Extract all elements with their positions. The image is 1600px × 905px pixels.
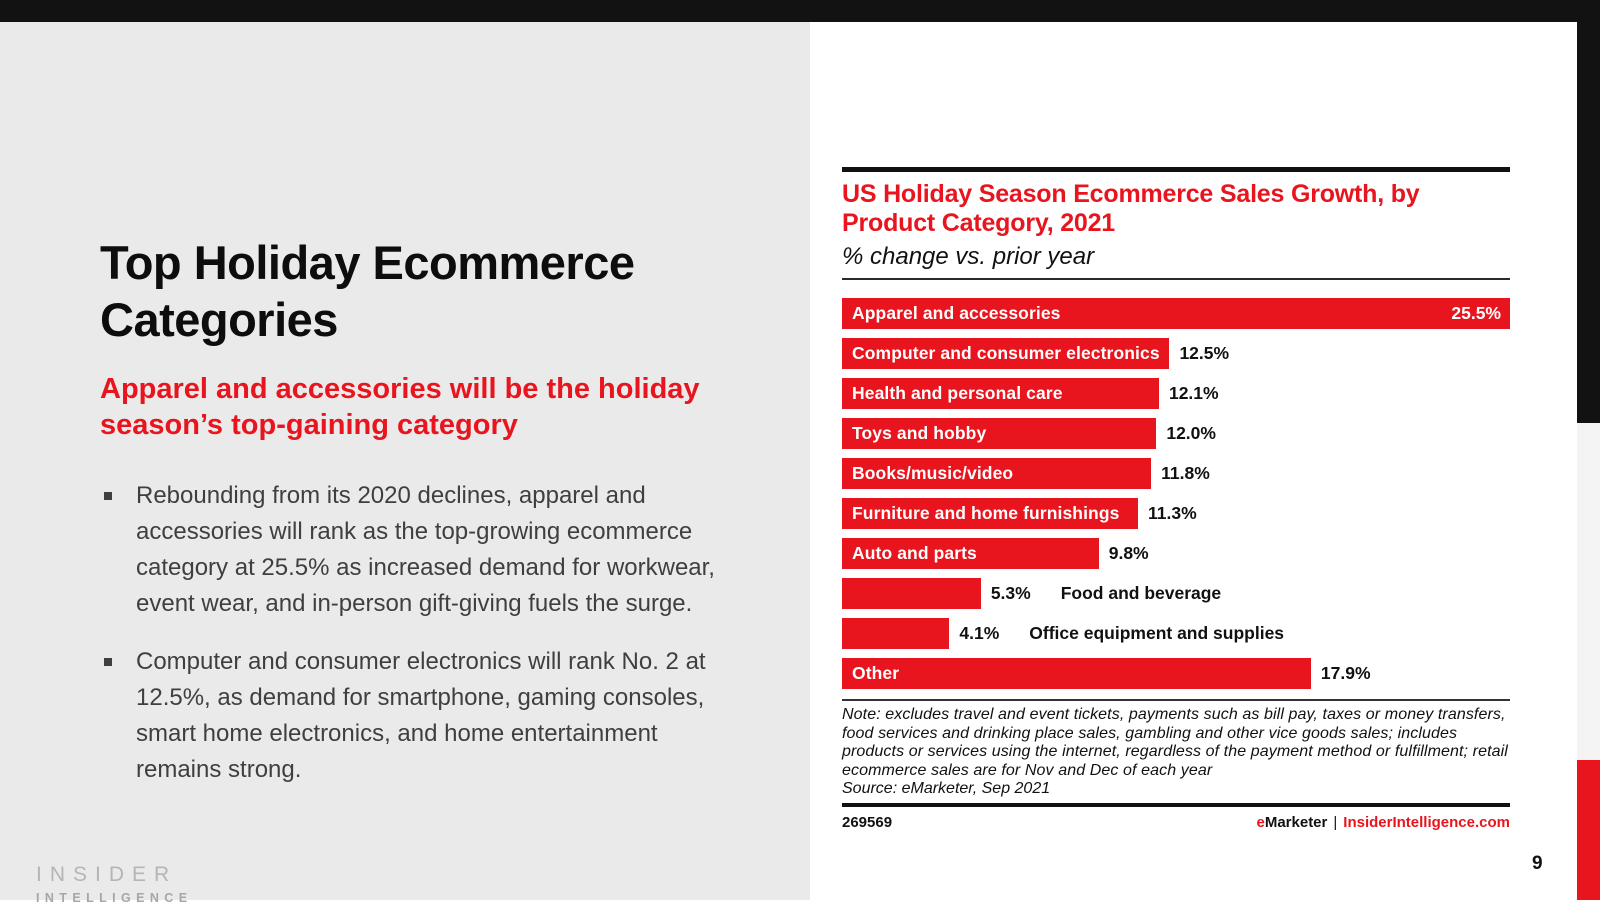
insider-intelligence-logo: INSIDER INTELLIGENCE [36, 863, 192, 905]
bar-row: Furniture and home furnishings 11.3% [842, 498, 1510, 529]
emarketer-marketer: Marketer [1264, 813, 1328, 831]
brand-line: eMarketer | InsiderIntelligence.com [1256, 814, 1510, 831]
bar-row: Health and personal care 12.1% [842, 378, 1510, 409]
bar [842, 578, 981, 609]
bar-category-label: Toys and hobby [852, 423, 987, 443]
bullet-text: Computer and consumer electronics will r… [136, 648, 706, 783]
bar-row: Toys and hobby 12.0% [842, 418, 1510, 449]
right-strip-black [1577, 0, 1600, 423]
bar: Books/music/video [842, 458, 1152, 489]
insider-intelligence-link[interactable]: InsiderIntelligence.com [1343, 813, 1510, 831]
bar: Apparel and accessories 25.5% [842, 298, 1510, 329]
page-title: Top Holiday Ecommerce Categories [100, 236, 635, 346]
chart-title-line2: Product Category, 2021 [842, 209, 1116, 237]
logo-insider-text: INSIDER [36, 863, 178, 886]
chart-note: Note: excludes travel and event tickets,… [842, 706, 1508, 779]
slide-subtitle: Apparel and accessories will be the holi… [100, 373, 700, 441]
bar-row: Apparel and accessories 25.5% [842, 298, 1510, 329]
chart-id: 269569 [842, 813, 893, 831]
chart-title-line1: US Holiday Season Ecommerce Sales Growth… [842, 180, 1420, 208]
bullet-item: Rebounding from its 2020 declines, appar… [100, 478, 730, 622]
chart-subtitle-rule [842, 278, 1510, 280]
chart-bottom-rule [842, 802, 1510, 807]
bar-value-label: 12.5% [1179, 343, 1230, 363]
logo-intelligence-text: INTELLIGENCE [36, 891, 193, 905]
bar-value-label: 11.3% [1148, 503, 1197, 523]
bullet-text: Rebounding from its 2020 declines, appar… [136, 482, 715, 617]
bar: Other [842, 658, 1311, 689]
bar-value-label: 12.0% [1166, 423, 1216, 443]
bar-category-label: Furniture and home furnishings [852, 503, 1120, 523]
bar-row: Auto and parts 9.8% [842, 538, 1510, 569]
page-number: 9 [1532, 853, 1543, 874]
bars: Apparel and accessories 25.5% Computer and… [842, 298, 1510, 689]
bar-category-label: Computer and consumer electronics [852, 343, 1160, 363]
bar-row: Computer and consumer electronics 12.5% [842, 338, 1510, 369]
bar-value-label: 12.1% [1168, 383, 1219, 403]
bullet-square-icon [104, 492, 112, 500]
chart-panel: US Holiday Season Ecommerce Sales Growth… [810, 22, 1577, 900]
bar-value-label: 17.9% [1320, 663, 1371, 683]
bullet-square-icon [104, 658, 112, 666]
bar-category-label: Auto and parts [852, 543, 977, 563]
top-black-bar [0, 0, 1600, 22]
chart-source: Source: eMarketer, Sep 2021 [842, 780, 1051, 797]
bar-value-label: 4.1% [959, 623, 1000, 643]
right-strip-gray [1577, 423, 1600, 760]
brand-separator: | [1333, 813, 1338, 831]
right-edge-strip [1577, 0, 1600, 900]
bar [842, 618, 950, 649]
chart-subtitle: % change vs. prior year [842, 243, 1095, 270]
bullet-list: Rebounding from its 2020 declines, appar… [100, 478, 730, 810]
right-strip-red [1577, 760, 1600, 900]
bar-row: 4.1% Office equipment and supplies [842, 618, 1510, 649]
bar-value-label: 9.8% [1108, 543, 1149, 563]
bar-category-label: Books/music/video [852, 463, 1014, 483]
bar-value-label: 5.3% [990, 583, 1031, 603]
bar: Health and personal care [842, 378, 1159, 409]
emarketer-e: e [1256, 813, 1265, 831]
bar: Computer and consumer electronics [842, 338, 1170, 369]
bar: Auto and parts [842, 538, 1099, 569]
bar-category-label: Other [852, 663, 900, 683]
bar-value-label: 11.8% [1161, 463, 1210, 483]
bar-row: Books/music/video 11.8% [842, 458, 1510, 489]
left-panel: Top Holiday Ecommerce Categories Apparel… [0, 22, 810, 905]
bar-category-label-outside: Office equipment and supplies [1029, 623, 1285, 643]
chart-note-rule [842, 699, 1510, 701]
chart-top-rule [842, 167, 1510, 172]
chart-footer: 269569 eMarketer | InsiderIntelligence.com [842, 814, 1510, 831]
chart-title: US Holiday Season Ecommerce Sales Growth… [842, 180, 1510, 238]
bar-category-label-outside: Food and beverage [1060, 583, 1222, 603]
bullet-item: Computer and consumer electronics will r… [100, 644, 730, 788]
bar: Furniture and home furnishings [842, 498, 1139, 529]
bar-value-label: 25.5% [1451, 303, 1501, 323]
bar-category-label: Health and personal care [852, 383, 1063, 403]
bar: Toys and hobby [842, 418, 1157, 449]
bar-chart: US Holiday Season Ecommerce Sales Growth… [842, 167, 1510, 831]
bar-row: 5.3% Food and beverage [842, 578, 1510, 609]
bar-row: Other 17.9% [842, 658, 1510, 689]
bar-category-label: Apparel and accessories [852, 303, 1061, 323]
